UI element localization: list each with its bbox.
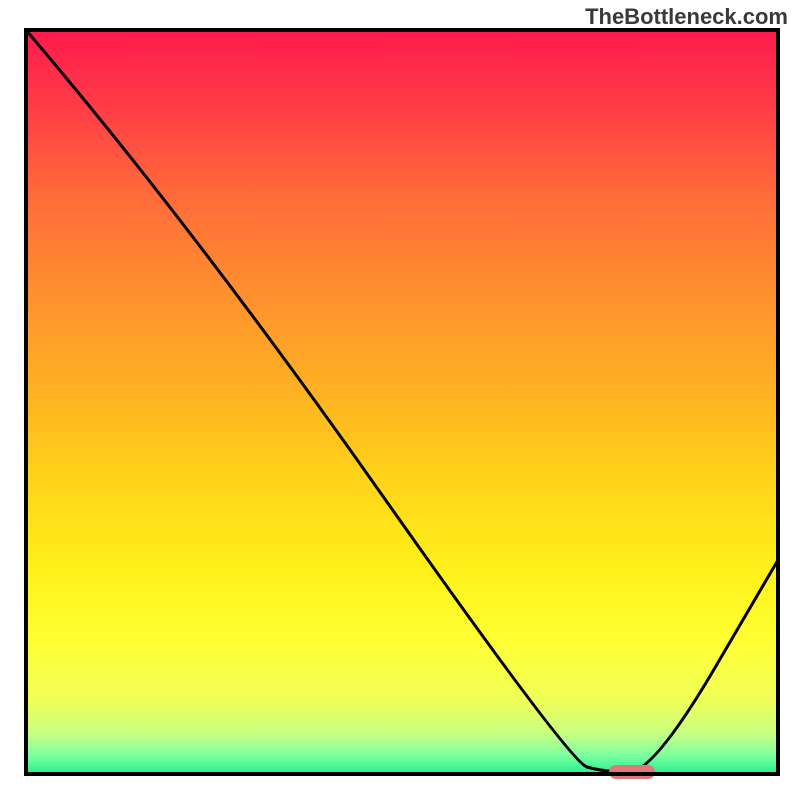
gradient-background xyxy=(26,30,778,774)
watermark-text: TheBottleneck.com xyxy=(585,4,788,30)
chart-svg xyxy=(0,0,800,800)
bottleneck-chart: TheBottleneck.com xyxy=(0,0,800,800)
